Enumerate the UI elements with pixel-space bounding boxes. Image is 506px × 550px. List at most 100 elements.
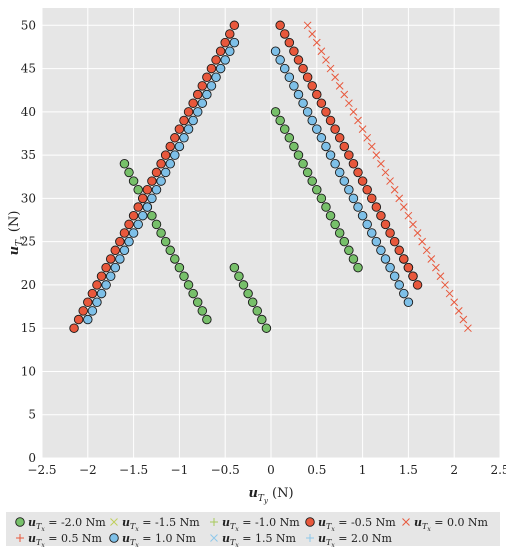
data-point (334, 133, 345, 143)
data-point (380, 254, 391, 264)
legend-item: uTx = -2.0 Nm (15, 516, 106, 533)
data-point (133, 219, 143, 230)
y-tick-label: 40 (21, 105, 36, 119)
data-point (371, 236, 382, 247)
x-tick-label: −2 (79, 463, 97, 477)
data-point (325, 150, 336, 160)
legend-marker (109, 533, 119, 543)
data-point (348, 254, 359, 264)
data-point (344, 184, 354, 195)
data-point (394, 280, 404, 290)
data-point (133, 202, 143, 212)
data-point (183, 280, 194, 290)
data-point (279, 63, 290, 74)
x-axis-label: uTy (N) (248, 486, 293, 505)
data-point (376, 245, 386, 256)
data-point (206, 81, 217, 91)
legend-label: uTx = 1.5 Nm (222, 532, 297, 549)
data-point (215, 63, 226, 74)
data-point (151, 167, 162, 178)
data-point (302, 72, 313, 82)
data-point (197, 98, 208, 108)
data-point (275, 55, 285, 65)
x-tick-label: −0.5 (211, 463, 240, 477)
data-point (293, 150, 304, 160)
data-point (179, 115, 189, 126)
data-point (229, 37, 240, 48)
data-point (330, 124, 340, 134)
data-point (312, 38, 321, 47)
data-point (206, 63, 217, 74)
data-point (142, 202, 153, 212)
data-point (363, 133, 372, 142)
data-point (303, 21, 312, 30)
data-point (83, 314, 93, 325)
data-point (96, 288, 107, 299)
data-point (170, 254, 180, 264)
data-point (174, 124, 185, 134)
data-point (147, 210, 157, 221)
y-tick-label: 5 (28, 408, 36, 422)
legend-marker (305, 517, 315, 527)
data-point (348, 159, 359, 169)
data-point (270, 46, 281, 57)
legend: uTx = -2.0 Nm uTx = -1.5 Nm uTx = -1.0 Nm u… (6, 512, 500, 549)
data-point (325, 115, 336, 126)
data-point (308, 30, 317, 38)
series-3 (69, 20, 423, 333)
data-point (316, 193, 327, 204)
data-point (325, 210, 336, 221)
y-tick-label: 35 (21, 148, 36, 162)
data-point (275, 115, 285, 126)
data-point (170, 133, 180, 143)
data-point (349, 107, 358, 116)
data-point (192, 297, 203, 307)
data-point (284, 72, 295, 82)
data-point (339, 236, 350, 247)
data-point (436, 272, 445, 281)
data-point (183, 107, 194, 117)
data-point (399, 203, 408, 211)
data-point (427, 255, 436, 263)
data-point (330, 219, 340, 230)
data-point (105, 271, 116, 282)
x-tick-label: 2 (450, 463, 458, 477)
series-4 (303, 21, 472, 333)
data-point (367, 228, 377, 238)
data-point (371, 202, 382, 212)
data-point (192, 89, 203, 100)
series-0 (119, 107, 418, 333)
data-point (298, 159, 308, 169)
y-tick-label: 25 (21, 235, 36, 249)
data-point (142, 184, 153, 195)
data-point (87, 288, 98, 299)
data-point (395, 194, 404, 203)
data-point (92, 280, 102, 290)
data-point (412, 280, 423, 290)
x-tick-labels: −2.5 −2 −1.5 −1 −0.5 0 0.5 1 1.5 2 2.5 (27, 463, 506, 477)
data-point (284, 133, 295, 143)
data-point (298, 98, 308, 108)
data-point (179, 133, 189, 143)
data-point (147, 176, 157, 186)
data-point (197, 81, 208, 91)
data-point (156, 176, 166, 186)
data-point (298, 63, 308, 74)
data-point (307, 176, 317, 186)
data-point (234, 271, 244, 282)
data-point (101, 262, 111, 273)
data-point (69, 323, 79, 333)
data-point (353, 262, 363, 273)
x-tick-label: 0 (267, 463, 275, 477)
data-point (293, 55, 304, 65)
data-point (211, 72, 221, 82)
data-point (156, 228, 166, 238)
data-point (160, 167, 171, 178)
data-point (110, 262, 121, 273)
data-point (418, 237, 426, 246)
data-point (353, 202, 363, 212)
y-tick-labels: 0 5 10 15 20 25 30 35 40 45 50 (21, 18, 36, 465)
data-point (87, 306, 98, 316)
x-tick-label: 1.5 (399, 463, 418, 477)
